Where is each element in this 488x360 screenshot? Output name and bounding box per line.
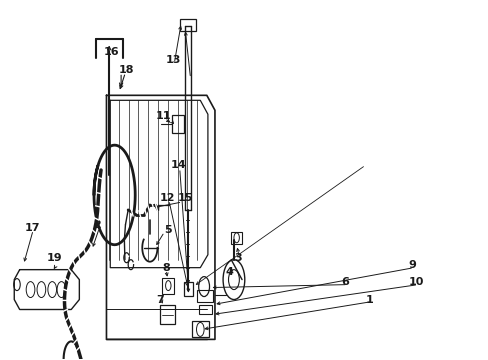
Text: 16: 16: [104, 48, 120, 58]
Text: 2: 2: [93, 220, 101, 230]
Text: 3: 3: [234, 253, 242, 263]
Bar: [172, 115, 183, 133]
Text: 8: 8: [162, 263, 170, 273]
Text: 4: 4: [225, 267, 233, 276]
Text: 10: 10: [407, 276, 423, 287]
Text: 13: 13: [165, 55, 181, 66]
Text: 6: 6: [341, 276, 348, 287]
Text: 17: 17: [24, 223, 40, 233]
Bar: [191, 321, 208, 337]
Text: 11: 11: [155, 111, 171, 121]
Bar: [183, 282, 192, 296]
Bar: [198, 305, 211, 315]
Bar: [162, 278, 174, 293]
Text: 18: 18: [119, 66, 134, 76]
Text: 5: 5: [163, 225, 171, 235]
Text: 14: 14: [170, 160, 186, 170]
Bar: [160, 305, 175, 324]
Text: 19: 19: [47, 253, 62, 263]
Text: 15: 15: [177, 193, 192, 203]
Bar: [231, 232, 242, 244]
Text: 1: 1: [365, 294, 373, 305]
Bar: [179, 19, 196, 31]
Text: 7: 7: [156, 294, 163, 305]
Bar: [197, 289, 213, 302]
Text: 9: 9: [407, 260, 415, 270]
Text: 12: 12: [160, 193, 175, 203]
